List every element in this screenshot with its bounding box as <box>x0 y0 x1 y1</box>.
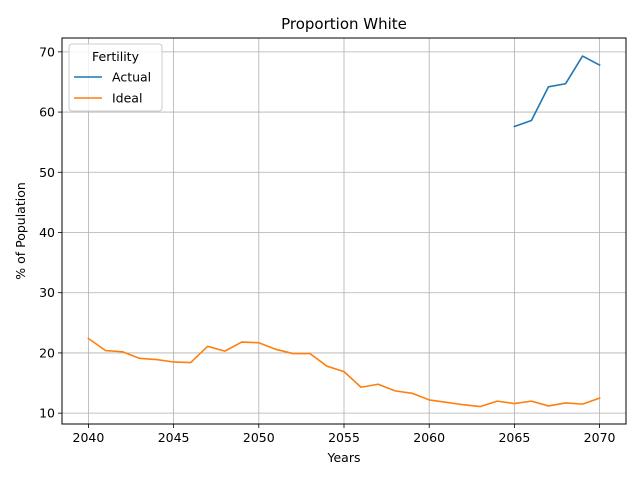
legend-title: Fertility <box>92 49 140 64</box>
y-tick-label: 20 <box>39 345 55 360</box>
x-tick-label: 2050 <box>243 430 275 445</box>
x-tick-label: 2045 <box>158 430 190 445</box>
legend-box <box>68 43 163 112</box>
x-tick-label: 2070 <box>584 430 616 445</box>
y-tick-label: 30 <box>39 285 55 300</box>
series-line-actual <box>513 55 601 128</box>
series-lines <box>87 55 601 408</box>
y-tick-label: 50 <box>39 165 55 180</box>
y-axis-label: % of Population <box>13 182 28 280</box>
x-tick-label: 2065 <box>498 430 530 445</box>
legend-label-actual: Actual <box>112 70 151 85</box>
grid-lines <box>62 38 626 424</box>
legend-label-ideal: Ideal <box>112 91 142 106</box>
y-tick-label: 40 <box>39 225 55 240</box>
y-tick-label: 60 <box>39 105 55 120</box>
series-line-ideal <box>87 337 601 408</box>
legend: Fertility Actual Ideal <box>68 43 163 112</box>
x-tick-label: 2060 <box>413 430 445 445</box>
y-tick-label: 10 <box>39 406 55 421</box>
axis-ticks: 2040 2045 2050 2055 2060 2065 2070 10 20 30 40 50 60… <box>39 44 615 445</box>
x-axis-label: Years <box>327 450 361 465</box>
y-tick-label: 70 <box>39 44 55 59</box>
x-tick-label: 2040 <box>73 430 105 445</box>
x-tick-label: 2055 <box>328 430 360 445</box>
chart-title: Proportion White <box>281 15 407 33</box>
